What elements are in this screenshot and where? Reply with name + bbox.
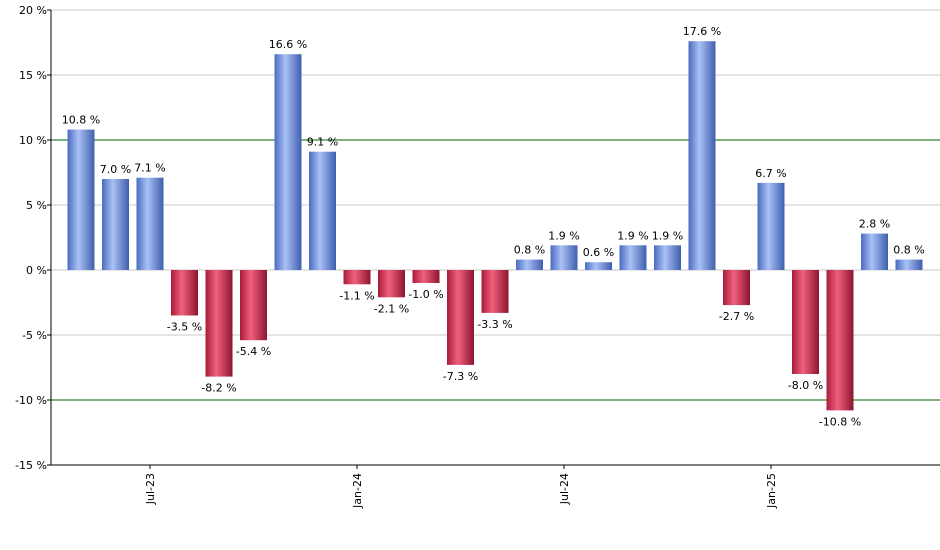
bar bbox=[274, 54, 302, 271]
bar bbox=[585, 262, 612, 270]
axes bbox=[50, 10, 940, 466]
bar-value-label: -8.0 % bbox=[788, 379, 823, 392]
bar bbox=[378, 270, 405, 298]
bar bbox=[343, 270, 371, 285]
bar-value-label: 0.8 % bbox=[893, 244, 924, 257]
bar-value-label: 7.0 % bbox=[100, 163, 131, 176]
bar-value-label: 1.9 % bbox=[548, 229, 579, 242]
y-axis-ticks: -15 % -10 % -5 % 0 % 5 % 10 % 15 % 20 % bbox=[15, 4, 51, 472]
bar-value-label: 1.9 % bbox=[617, 229, 648, 242]
bar-value-label: 16.6 % bbox=[269, 38, 307, 51]
bar bbox=[136, 177, 164, 270]
bar bbox=[516, 259, 543, 270]
bar bbox=[412, 270, 440, 283]
y-tick-label: 15 % bbox=[19, 69, 47, 82]
bar bbox=[102, 179, 129, 270]
bar bbox=[619, 245, 647, 270]
y-tick-label: -15 % bbox=[15, 459, 47, 472]
bar bbox=[550, 245, 578, 270]
bar-value-label: 9.1 % bbox=[307, 136, 338, 149]
bar-value-label: -3.3 % bbox=[477, 318, 512, 331]
bar bbox=[309, 151, 336, 270]
bar bbox=[861, 233, 888, 270]
x-tick-label: Jan-25 bbox=[765, 473, 778, 509]
bar-value-label: -8.2 % bbox=[201, 382, 236, 395]
bar-value-label: -7.3 % bbox=[443, 370, 478, 383]
x-tick-label: Jul-23 bbox=[144, 473, 157, 505]
bar bbox=[826, 270, 854, 411]
y-tick-label: 0 % bbox=[26, 264, 47, 277]
reference-lines bbox=[51, 139, 940, 401]
bar bbox=[205, 270, 233, 377]
bar bbox=[895, 259, 923, 270]
bar-value-label: 10.8 % bbox=[62, 114, 100, 127]
y-tick-label: 10 % bbox=[19, 134, 47, 147]
bar-value-label: 17.6 % bbox=[683, 25, 721, 38]
bar bbox=[240, 270, 267, 341]
x-tick-label: Jul-24 bbox=[558, 473, 571, 505]
bar bbox=[688, 41, 716, 271]
bar bbox=[67, 129, 95, 270]
bar-value-label: -10.8 % bbox=[819, 415, 861, 428]
bar bbox=[171, 270, 198, 316]
bar bbox=[757, 182, 785, 270]
bar bbox=[723, 270, 750, 306]
y-tick-label: -5 % bbox=[22, 329, 47, 342]
bar-value-label: -1.0 % bbox=[408, 288, 443, 301]
bar-value-label: 0.8 % bbox=[514, 244, 545, 257]
bar bbox=[654, 245, 681, 270]
bar-value-label: -1.1 % bbox=[339, 289, 374, 302]
bar bbox=[481, 270, 509, 313]
y-tick-label: 5 % bbox=[26, 199, 47, 212]
bar bbox=[792, 270, 819, 374]
grid-lines bbox=[51, 9, 940, 466]
y-tick-label: 20 % bbox=[19, 4, 47, 17]
x-tick-label: Jan-24 bbox=[351, 473, 364, 509]
bars bbox=[67, 41, 923, 411]
bar-value-labels: 10.8 % 7.0 % 7.1 % -3.5 % -8.2 % -5.4 % 16.6 %… bbox=[62, 25, 925, 428]
y-tick-label: -10 % bbox=[15, 394, 47, 407]
bar-value-label: -2.7 % bbox=[719, 310, 754, 323]
bar-value-label: -2.1 % bbox=[374, 302, 409, 315]
bar-value-label: 2.8 % bbox=[859, 218, 890, 231]
bar-value-label: 1.9 % bbox=[652, 229, 683, 242]
bar-value-label: 7.1 % bbox=[134, 162, 165, 175]
bar bbox=[447, 270, 474, 365]
bar-value-label: 6.7 % bbox=[755, 167, 786, 180]
bar-value-label: -5.4 % bbox=[236, 345, 271, 358]
bar-value-label: 0.6 % bbox=[583, 246, 614, 259]
x-axis-ticks: Jul-23 Jan-24 Jul-24 Jan-25 bbox=[144, 465, 778, 509]
bar-value-label: -3.5 % bbox=[167, 321, 202, 334]
